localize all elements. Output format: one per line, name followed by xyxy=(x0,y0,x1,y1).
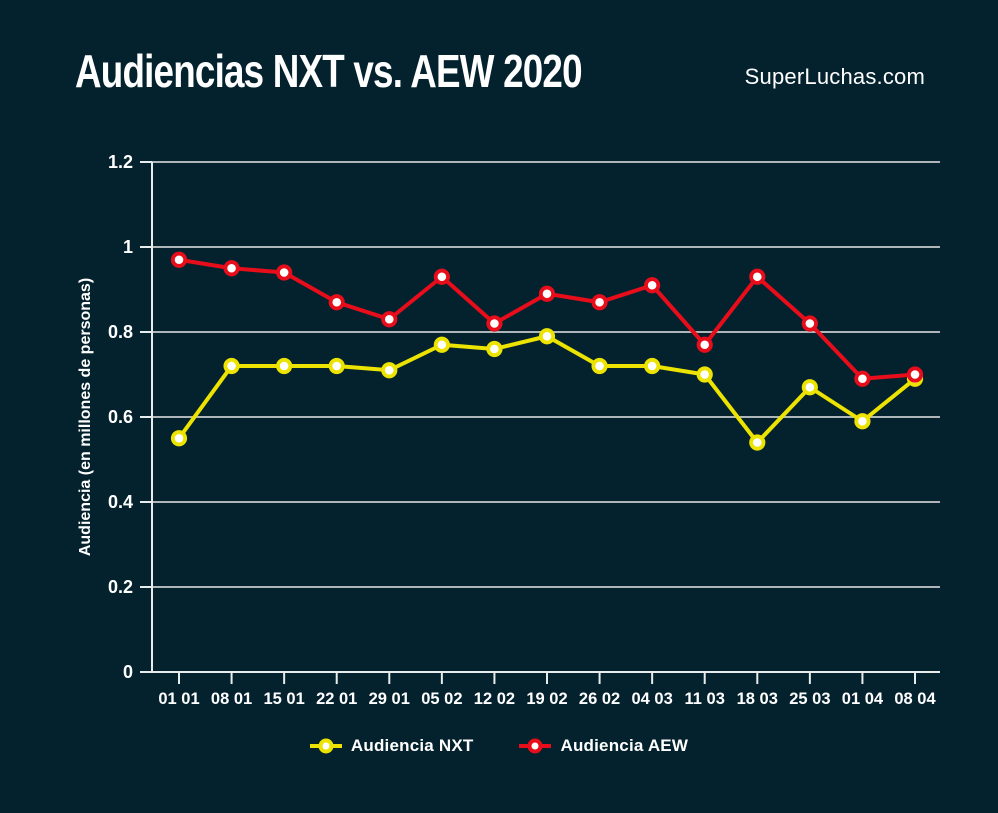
nxt-marker-icon xyxy=(309,738,342,754)
x-tick-label: 11 03 xyxy=(685,690,725,708)
aew-marker-icon xyxy=(519,738,552,754)
page-title: Audiencias NXT vs. AEW 2020 xyxy=(75,45,583,97)
y-tick-label: 0.4 xyxy=(108,492,133,512)
x-tick-label: 25 03 xyxy=(789,690,830,708)
data-point-aew xyxy=(801,315,818,332)
chart-legend: Audiencia NXT Audiencia AEW xyxy=(0,736,998,756)
x-tick-label: 05 02 xyxy=(421,690,462,708)
x-tick-label: 01 01 xyxy=(158,690,199,708)
data-point-aew xyxy=(223,260,240,277)
data-point-aew xyxy=(906,366,924,383)
legend-item-nxt: Audiencia NXT xyxy=(309,736,474,756)
data-point-nxt xyxy=(749,434,766,451)
data-point-aew xyxy=(696,336,713,353)
data-point-aew xyxy=(433,268,450,285)
y-tick-label: 1.2 xyxy=(108,152,133,172)
data-point-aew xyxy=(644,277,661,294)
data-point-nxt xyxy=(433,336,450,353)
y-tick-label: 0 xyxy=(123,662,133,682)
data-point-aew xyxy=(538,285,556,302)
y-tick-label: 0.2 xyxy=(108,577,133,597)
data-point-aew xyxy=(276,264,293,281)
data-point-nxt xyxy=(538,328,556,345)
x-tick-label: 29 01 xyxy=(369,690,410,708)
data-point-nxt xyxy=(591,357,608,375)
data-point-nxt xyxy=(170,430,188,447)
data-point-nxt xyxy=(381,362,398,379)
legend-label-aew: Audiencia AEW xyxy=(560,736,689,755)
legend-label-nxt: Audiencia NXT xyxy=(350,736,474,755)
legend-item-aew: Audiencia AEW xyxy=(519,736,688,756)
x-tick-label: 18 03 xyxy=(737,690,778,708)
x-tick-label: 15 01 xyxy=(263,690,304,708)
x-tick-label: 01 04 xyxy=(842,690,884,708)
y-tick-label: 0.8 xyxy=(108,322,133,342)
data-point-aew xyxy=(749,268,766,285)
data-point-aew xyxy=(328,294,345,311)
audience-line-chart: 0 0.2 0.4 0.6 0.8 1 1.2 01 01 08 01 15 01 22 01 29 … xyxy=(77,152,940,708)
y-axis-title: Audiencia (en millones de personas) xyxy=(77,278,94,556)
x-tick-label: 04 03 xyxy=(631,690,672,708)
data-point-nxt xyxy=(276,357,293,375)
x-tick-label: 08 01 xyxy=(211,690,252,708)
data-point-nxt xyxy=(486,340,503,358)
data-point-nxt xyxy=(328,357,345,375)
data-point-nxt xyxy=(801,379,818,396)
x-tick-label: 26 02 xyxy=(579,690,620,708)
data-point-nxt xyxy=(854,413,871,430)
data-point-nxt xyxy=(644,357,661,375)
site-brand: SuperLuchas.com xyxy=(744,64,925,89)
data-point-aew xyxy=(486,315,503,332)
data-point-aew xyxy=(381,311,398,328)
y-tick-label: 1 xyxy=(123,237,133,257)
data-point-aew xyxy=(591,294,608,311)
data-point-nxt xyxy=(223,357,240,375)
x-tick-label: 12 02 xyxy=(474,690,515,708)
y-tick-label: 0.6 xyxy=(108,407,133,427)
x-tick-label: 22 01 xyxy=(316,690,357,708)
x-tick-label: 19 02 xyxy=(526,690,567,708)
data-point-nxt xyxy=(696,366,713,383)
x-tick-label: 08 04 xyxy=(894,690,936,708)
data-point-aew xyxy=(170,251,188,268)
data-point-aew xyxy=(854,370,871,387)
